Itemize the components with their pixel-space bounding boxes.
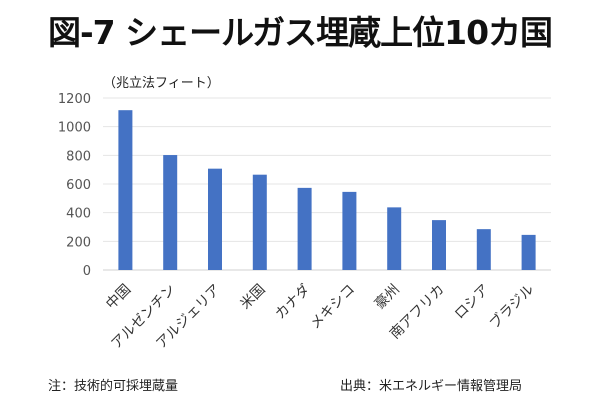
x-tick-label: ロシア [452, 282, 493, 323]
x-tick-label: ブラジル [486, 281, 537, 332]
bar [297, 187, 312, 270]
x-tick-label: メキシコ [307, 282, 358, 333]
bar [387, 207, 402, 270]
x-tick-label: 米国 [238, 282, 269, 313]
source-note: 出典：米エネルギー情報管理局 [340, 379, 523, 394]
footnote: 注：技術的可採埋蔵量 [48, 379, 179, 394]
y-tick-label: 800 [66, 149, 91, 164]
x-tick-label: カナダ [272, 282, 313, 323]
y-tick-label: 400 [66, 207, 91, 222]
bar [432, 220, 446, 270]
y-axis-unit-label: （兆立法フィート） [103, 76, 220, 91]
chart-title: 図-7 シェールガス埋蔵上位10カ国 [47, 13, 553, 52]
x-tick-label: 豪州 [372, 282, 403, 313]
bar [208, 168, 222, 270]
y-tick-label: 0 [83, 264, 91, 279]
y-tick-label: 1200 [58, 92, 91, 107]
bar [476, 229, 491, 270]
bar [252, 174, 267, 270]
bar [342, 191, 357, 270]
y-tick-label: 200 [66, 235, 91, 250]
y-tick-label: 600 [66, 178, 91, 193]
bar [163, 155, 178, 270]
y-tick-label: 1000 [58, 121, 91, 136]
bar [521, 234, 536, 270]
x-tick-label: 中国 [103, 282, 134, 313]
bar [118, 110, 133, 270]
